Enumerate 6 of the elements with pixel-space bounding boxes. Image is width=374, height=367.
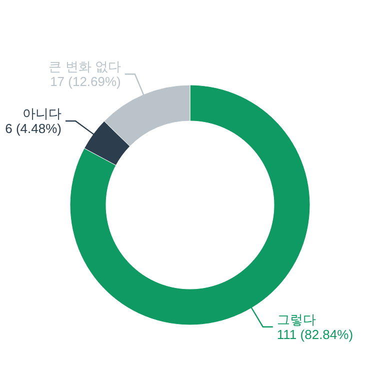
slice-label: 아니다 <box>22 106 62 121</box>
data-label: 17 (12.69%) <box>50 74 121 90</box>
data-label: 111 (82.84%) <box>276 326 354 342</box>
slice-label: 그렇다 <box>276 312 316 327</box>
data-label: 6 (4.48%) <box>5 120 62 136</box>
slice-label: 큰 변화 없다 <box>48 59 121 74</box>
